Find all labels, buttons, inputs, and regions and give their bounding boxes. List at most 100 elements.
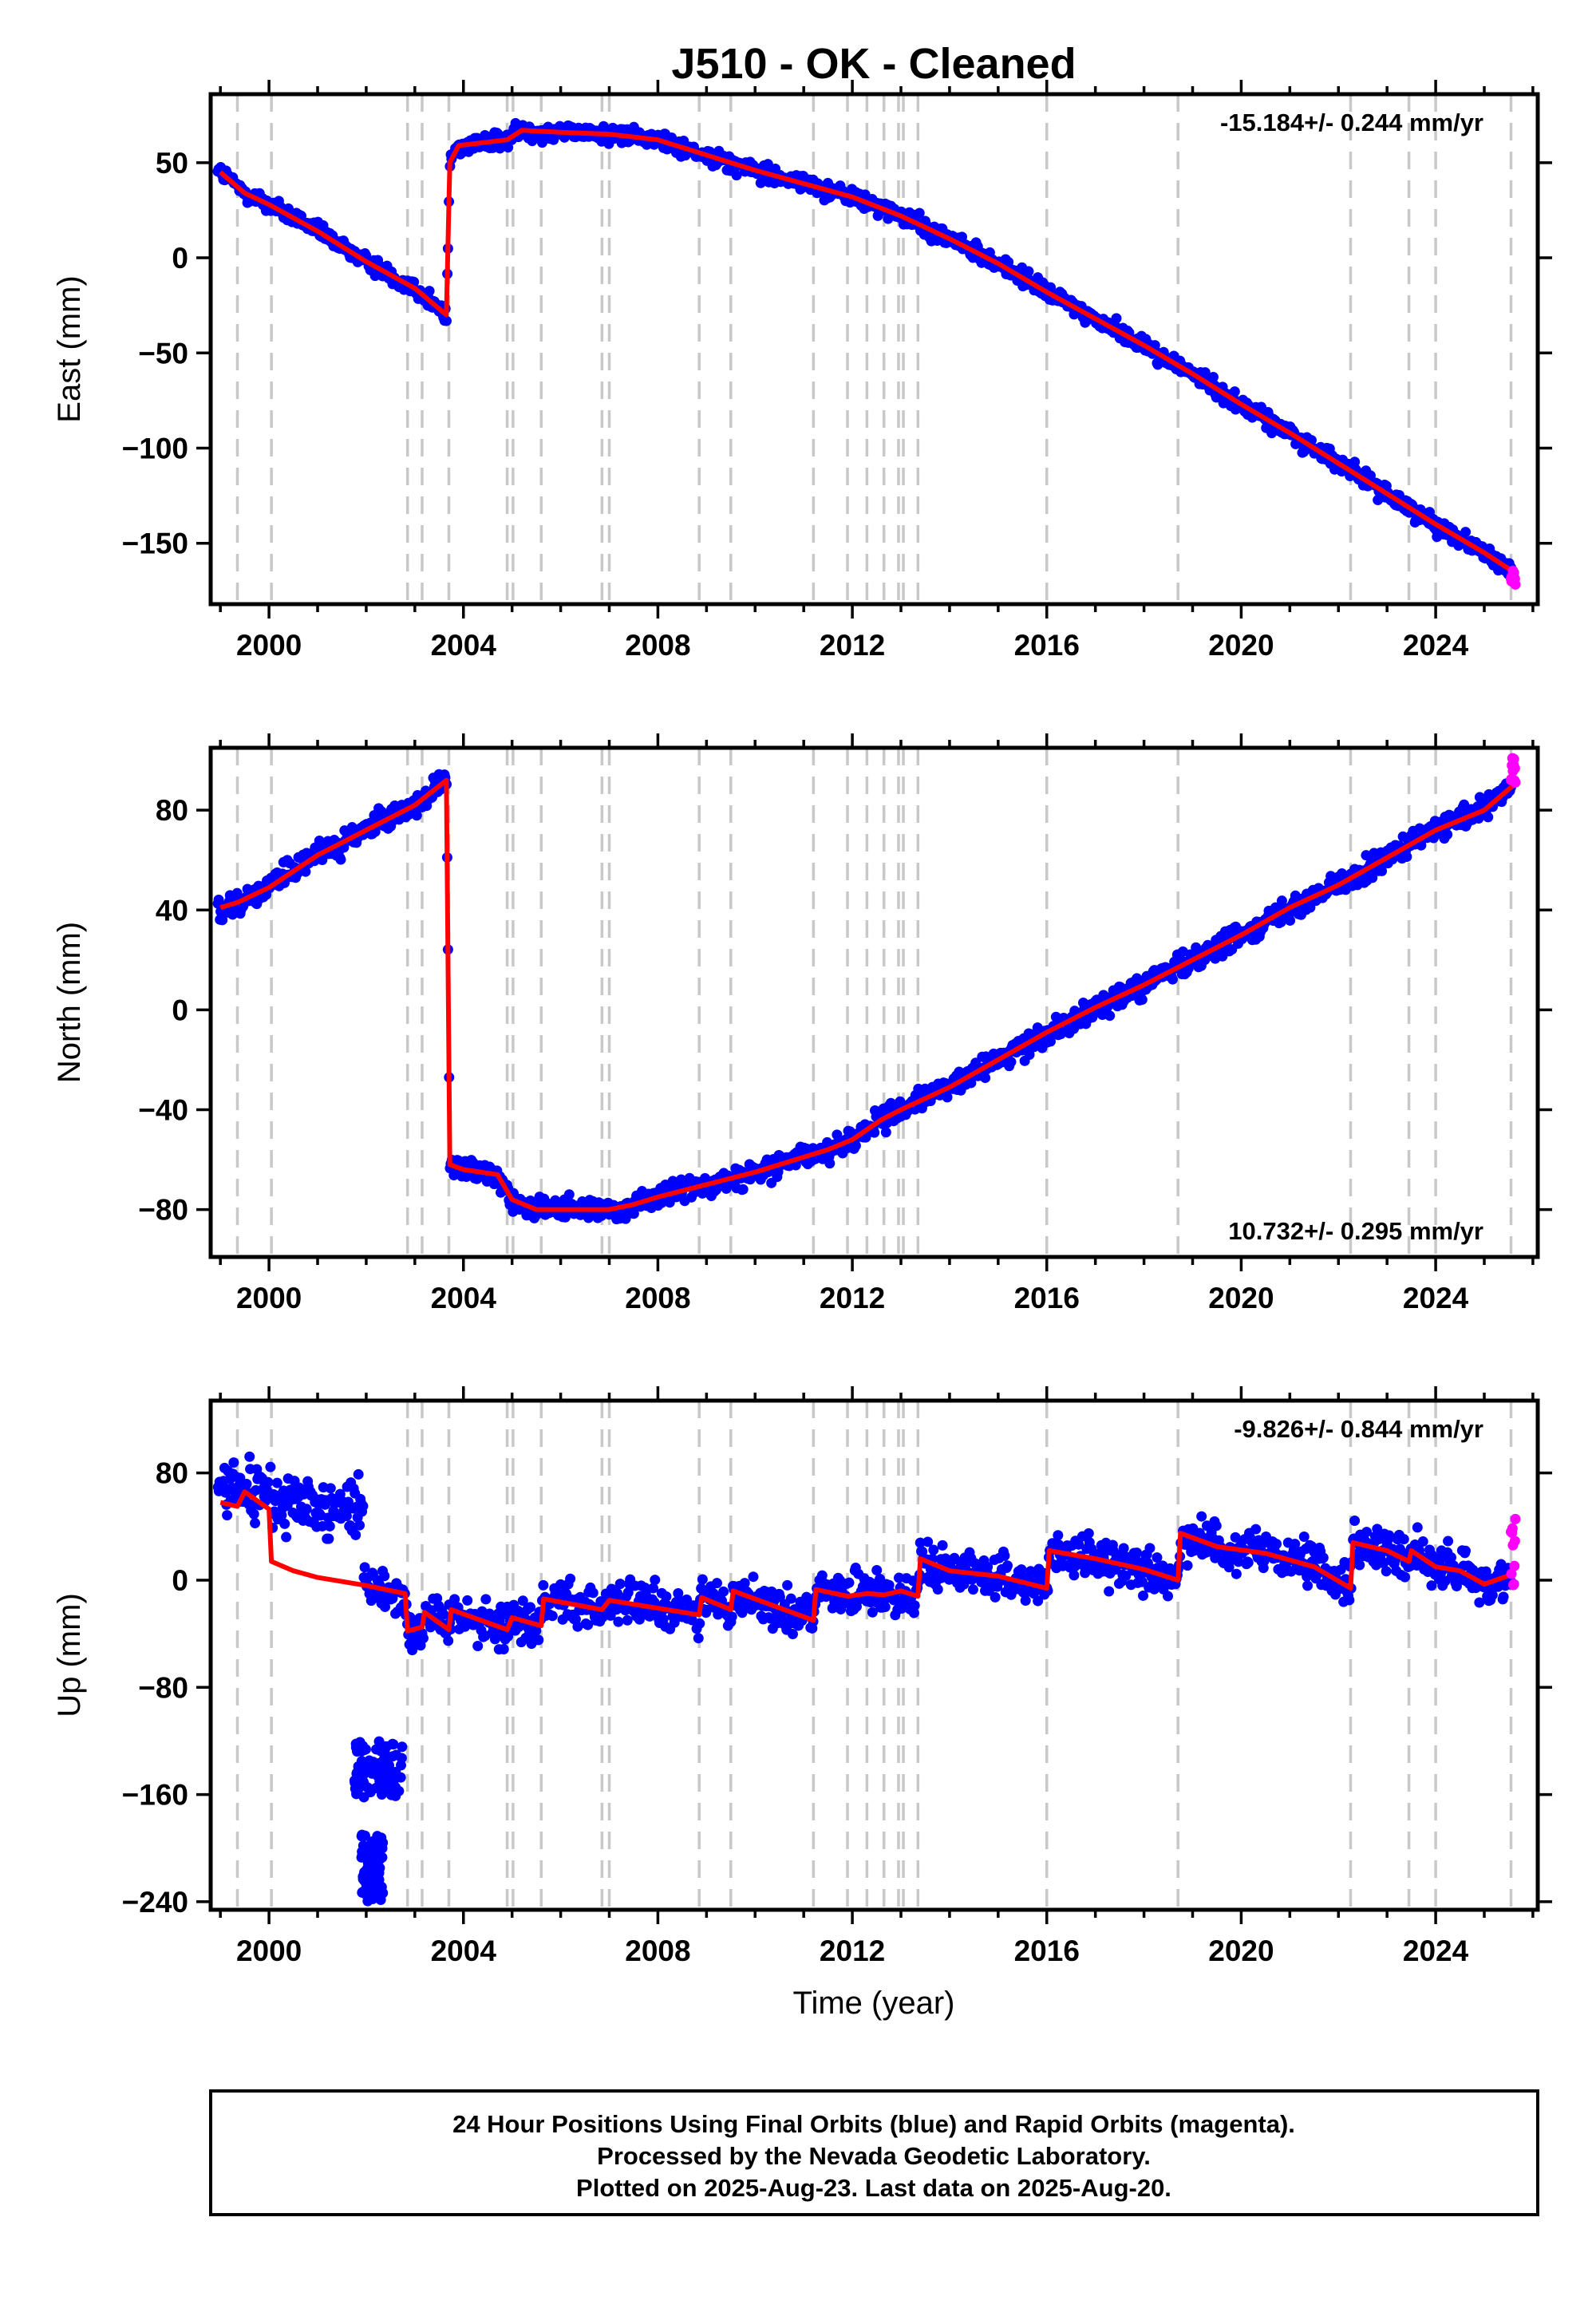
north-point	[1285, 915, 1295, 926]
east-panel: 2000 2004 2008 2012 2016 2020 2024500−50−100−1…	[52, 80, 1552, 662]
east-y-tick-label: −100	[122, 432, 188, 464]
north-y-tick-label: −80	[138, 1194, 188, 1227]
east-y-tick-label: 0	[172, 242, 188, 275]
up-point	[1069, 1570, 1079, 1580]
north-panel: 2000 2004 2008 2012 2016 2020 202480400−40−80N…	[52, 733, 1552, 1314]
north-point	[1483, 812, 1493, 822]
up-rate-label: -9.826+/- 0.844 mm/yr	[1234, 1415, 1483, 1443]
up-point	[1399, 1534, 1409, 1544]
up-x-tick-label: 2012	[820, 1935, 885, 1967]
up-point	[933, 1584, 943, 1595]
up-point	[1418, 1536, 1428, 1547]
north-x-tick-label: 2012	[820, 1282, 885, 1314]
up-point	[718, 1587, 729, 1597]
up-outlier-point	[352, 1768, 362, 1778]
up-point	[1344, 1595, 1354, 1605]
up-point	[1119, 1543, 1129, 1554]
up-point	[748, 1571, 758, 1582]
up-point	[354, 1469, 364, 1480]
up-point	[928, 1545, 938, 1555]
north-y-tick-label: 80	[156, 794, 188, 827]
up-point	[999, 1551, 1009, 1561]
gps-timeseries-figure: J510 - OK - Cleaned 2000 2004 2008 2012 2016…	[0, 0, 1596, 2316]
up-rapid-point	[1507, 1524, 1518, 1534]
up-point	[1231, 1569, 1242, 1579]
up-point	[228, 1457, 239, 1468]
up-y-tick-label: 80	[156, 1457, 188, 1490]
x-axis-label: Time (year)	[793, 1986, 955, 2021]
up-outlier-point	[356, 1745, 366, 1756]
up-outlier-point	[374, 1777, 385, 1787]
up-point	[968, 1584, 978, 1595]
up-outlier-point	[385, 1784, 396, 1794]
up-point	[325, 1521, 335, 1531]
up-point	[565, 1574, 575, 1584]
up-point	[613, 1617, 623, 1627]
up-point	[250, 1518, 260, 1528]
up-x-tick-label: 2000	[236, 1935, 302, 1967]
up-point	[525, 1602, 535, 1612]
east-plot-area	[212, 94, 1520, 604]
up-point	[938, 1540, 948, 1551]
up-point	[1053, 1530, 1063, 1540]
up-point	[1299, 1531, 1310, 1542]
up-outlier-point	[365, 1869, 376, 1879]
up-point	[1250, 1524, 1261, 1535]
up-point	[480, 1594, 491, 1604]
up-point	[727, 1611, 737, 1622]
up-point	[265, 1462, 275, 1472]
up-outlier-point	[380, 1747, 390, 1757]
up-panel: 2000 2004 2008 2012 2016 2020 2024800−80−160−2…	[52, 1386, 1552, 1967]
up-y-tick-label: −80	[138, 1671, 188, 1704]
up-point	[588, 1587, 598, 1598]
east-y-tick-label: −50	[138, 337, 188, 370]
up-x-tick-label: 2008	[625, 1935, 690, 1967]
up-point	[538, 1580, 548, 1591]
up-point	[1499, 1591, 1509, 1602]
up-y-tick-label: −160	[122, 1779, 188, 1812]
up-point	[1211, 1520, 1222, 1531]
footer-line-2: Processed by the Nevada Geodetic Laborat…	[597, 2142, 1151, 2170]
up-point	[1349, 1516, 1360, 1526]
north-point	[1104, 1010, 1115, 1021]
east-x-tick-label: 2020	[1208, 629, 1274, 662]
east-rate-label: -15.184+/- 0.244 mm/yr	[1220, 109, 1483, 136]
up-outlier-point	[396, 1773, 406, 1783]
up-point	[786, 1594, 796, 1604]
up-outlier-point	[397, 1741, 407, 1752]
up-point	[1243, 1557, 1254, 1567]
north-point	[564, 1189, 575, 1199]
up-frame	[211, 1401, 1538, 1910]
north-y-tick-label: 0	[172, 994, 188, 1026]
north-x-tick-label: 2000	[236, 1282, 302, 1314]
north-x-tick-label: 2020	[1208, 1282, 1274, 1314]
up-point	[1443, 1536, 1453, 1547]
up-point	[222, 1510, 232, 1520]
north-x-tick-label: 2008	[625, 1282, 690, 1314]
up-rapid-point	[1510, 1514, 1520, 1524]
footer-line-1: 24 Hour Positions Using Final Orbits (bl…	[452, 2110, 1295, 2138]
up-point	[1460, 1546, 1471, 1556]
north-point	[824, 1158, 835, 1168]
up-point	[323, 1534, 334, 1544]
north-rapid-point	[1510, 763, 1520, 773]
up-y-tick-label: −240	[122, 1886, 188, 1919]
up-point	[547, 1611, 558, 1621]
up-point	[354, 1520, 365, 1531]
up-outlier-point	[361, 1883, 371, 1894]
up-point	[379, 1571, 389, 1581]
up-point	[302, 1504, 312, 1514]
up-point	[326, 1483, 336, 1493]
up-point	[1412, 1522, 1423, 1532]
up-point	[1271, 1539, 1282, 1549]
up-outlier-point	[366, 1760, 377, 1770]
up-point	[615, 1579, 626, 1589]
footer-box: 24 Hour Positions Using Final Orbits (bl…	[211, 2091, 1538, 2215]
up-point	[1354, 1560, 1365, 1571]
north-y-tick-label: 40	[156, 894, 188, 927]
east-rapid-point	[1510, 579, 1520, 590]
up-outlier-point	[380, 1766, 390, 1777]
north-rate-label: 10.732+/- 0.295 mm/yr	[1228, 1217, 1483, 1245]
up-point	[712, 1578, 722, 1588]
east-point	[1111, 313, 1121, 323]
